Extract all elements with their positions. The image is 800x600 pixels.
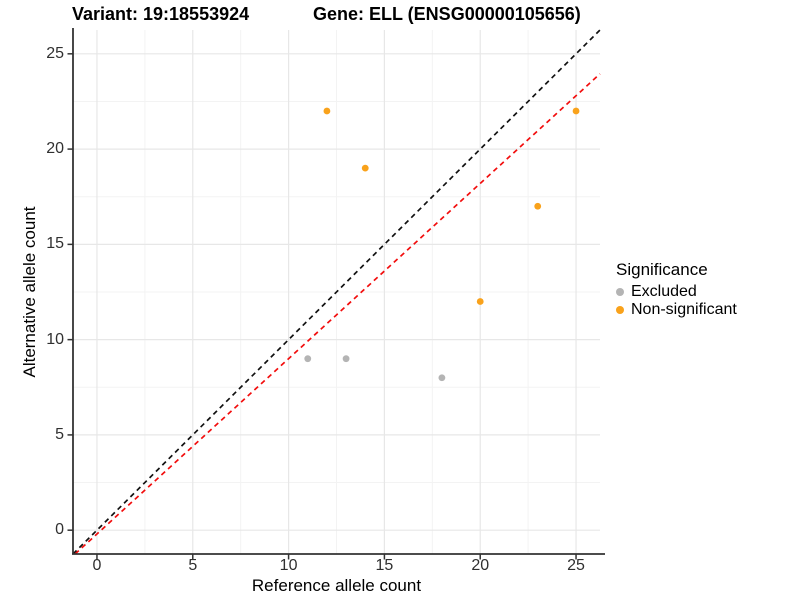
legend-item-label: Excluded <box>631 283 697 300</box>
non-significant-dot-icon <box>616 306 624 314</box>
x-axis-tick-label: 5 <box>188 557 198 574</box>
y-axis-tick-label: 15 <box>46 235 64 253</box>
fit-line <box>74 73 601 555</box>
data-point-non-significant <box>534 202 542 210</box>
gene-title: Gene: ELL (ENSG00000105656) <box>313 4 581 24</box>
x-axis-title: Reference allele count <box>251 576 422 595</box>
y-axis-title: Alternative allele count <box>20 206 39 378</box>
y-axis-tick-label: 20 <box>46 140 64 158</box>
y-axis-tick-label: 10 <box>46 330 64 348</box>
x-axis-tick-label: 0 <box>92 557 102 574</box>
data-point-excluded <box>342 355 350 363</box>
data-point-non-significant <box>323 107 331 115</box>
variant-title: Variant: 19:18553924 <box>72 4 250 24</box>
legend-title: Significance <box>616 260 708 279</box>
data-point-non-significant <box>476 298 484 305</box>
data-point-excluded <box>438 374 446 382</box>
legend-item-non-significant: Non-significant <box>614 301 798 319</box>
y-axis-tick-label: 5 <box>55 425 64 443</box>
x-axis-tick-label: 15 <box>375 557 394 574</box>
x-axis-tick-label: 25 <box>567 557 585 574</box>
y-axis-tick-label: 25 <box>46 44 64 62</box>
legend-item-excluded: Excluded <box>614 283 798 301</box>
data-point-excluded <box>304 355 312 363</box>
x-axis-tick-label: 10 <box>279 557 298 574</box>
x-axis-tick-label: 20 <box>471 557 490 574</box>
excluded-dot-icon <box>616 288 624 296</box>
y-axis-tick-label: 0 <box>55 521 64 539</box>
data-point-non-significant <box>361 164 369 172</box>
legend: Significance Excluded Non-significant <box>614 260 798 319</box>
legend-item-label: Non-significant <box>631 301 737 318</box>
data-point-non-significant <box>572 107 580 115</box>
identity-line <box>72 29 601 555</box>
